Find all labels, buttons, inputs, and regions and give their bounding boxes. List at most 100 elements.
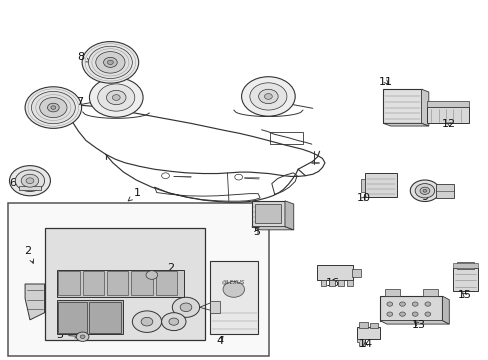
Circle shape: [89, 78, 143, 117]
Text: 15: 15: [457, 290, 471, 300]
Circle shape: [106, 90, 126, 105]
Circle shape: [31, 91, 75, 124]
Circle shape: [132, 311, 161, 332]
Text: 12: 12: [441, 119, 455, 129]
Circle shape: [180, 303, 191, 312]
Circle shape: [424, 312, 430, 316]
Polygon shape: [379, 320, 448, 324]
Circle shape: [409, 180, 439, 202]
Circle shape: [26, 178, 34, 184]
Circle shape: [241, 77, 295, 116]
Polygon shape: [285, 201, 293, 230]
Text: 2: 2: [24, 246, 34, 263]
Circle shape: [96, 51, 125, 73]
Circle shape: [88, 46, 132, 78]
Bar: [58, 302, 86, 333]
Circle shape: [424, 302, 430, 306]
Circle shape: [146, 271, 158, 279]
Text: 4: 4: [216, 336, 223, 346]
Circle shape: [98, 84, 135, 111]
Text: 6: 6: [9, 178, 25, 188]
Circle shape: [141, 318, 153, 326]
Circle shape: [25, 87, 81, 129]
Circle shape: [411, 312, 417, 316]
Circle shape: [223, 282, 244, 297]
Polygon shape: [337, 280, 343, 286]
Text: 16: 16: [325, 278, 340, 288]
Polygon shape: [44, 228, 205, 339]
Polygon shape: [19, 186, 41, 190]
Circle shape: [399, 312, 405, 316]
Polygon shape: [383, 123, 428, 126]
Text: 1: 1: [128, 188, 141, 201]
Circle shape: [47, 103, 59, 112]
Polygon shape: [346, 280, 352, 286]
Bar: [210, 261, 258, 334]
Circle shape: [21, 174, 39, 187]
Circle shape: [419, 187, 429, 194]
Polygon shape: [251, 201, 285, 226]
Bar: [57, 300, 122, 334]
Bar: [131, 271, 153, 296]
Circle shape: [51, 106, 56, 109]
Text: 13: 13: [411, 320, 425, 330]
Text: @LEXUS: @LEXUS: [222, 280, 245, 285]
Polygon shape: [365, 173, 396, 197]
Circle shape: [40, 98, 67, 118]
Text: 14: 14: [358, 338, 372, 348]
Polygon shape: [320, 280, 326, 286]
Text: 9: 9: [421, 192, 427, 202]
Circle shape: [103, 57, 117, 67]
Circle shape: [399, 302, 405, 306]
Polygon shape: [251, 226, 293, 230]
Circle shape: [76, 332, 89, 341]
Polygon shape: [435, 184, 453, 198]
Polygon shape: [356, 338, 365, 346]
Polygon shape: [456, 262, 473, 269]
Polygon shape: [452, 263, 477, 268]
Polygon shape: [383, 89, 421, 123]
Circle shape: [112, 95, 120, 100]
Bar: [89, 302, 121, 333]
Bar: [58, 271, 80, 296]
Circle shape: [386, 312, 392, 316]
Circle shape: [411, 302, 417, 306]
Polygon shape: [316, 265, 352, 280]
Circle shape: [80, 335, 85, 338]
Bar: [8, 203, 268, 356]
Polygon shape: [442, 296, 448, 324]
Bar: [254, 204, 280, 223]
Bar: [358, 322, 367, 328]
Text: 5: 5: [253, 227, 260, 237]
Circle shape: [82, 41, 139, 83]
Polygon shape: [452, 268, 477, 291]
Bar: [156, 271, 177, 296]
Text: 8: 8: [77, 52, 90, 62]
Text: 11: 11: [378, 77, 392, 87]
Circle shape: [386, 302, 392, 306]
Text: 2: 2: [166, 263, 179, 275]
Polygon shape: [379, 296, 442, 320]
Polygon shape: [427, 107, 468, 123]
Text: 10: 10: [356, 193, 370, 203]
Circle shape: [414, 184, 434, 198]
Polygon shape: [427, 101, 468, 107]
Circle shape: [161, 313, 185, 330]
Circle shape: [258, 89, 278, 104]
Circle shape: [422, 189, 426, 192]
Polygon shape: [384, 289, 399, 296]
Bar: [107, 271, 128, 296]
Polygon shape: [422, 289, 437, 296]
Polygon shape: [25, 284, 44, 320]
Bar: [210, 301, 220, 314]
Text: 3: 3: [56, 330, 79, 340]
Bar: [351, 269, 360, 277]
Circle shape: [172, 297, 199, 318]
Circle shape: [264, 94, 272, 99]
Bar: [82, 271, 104, 296]
Circle shape: [15, 170, 44, 192]
Polygon shape: [356, 327, 379, 338]
Bar: [269, 132, 303, 144]
Circle shape: [9, 166, 50, 196]
Circle shape: [249, 83, 286, 110]
